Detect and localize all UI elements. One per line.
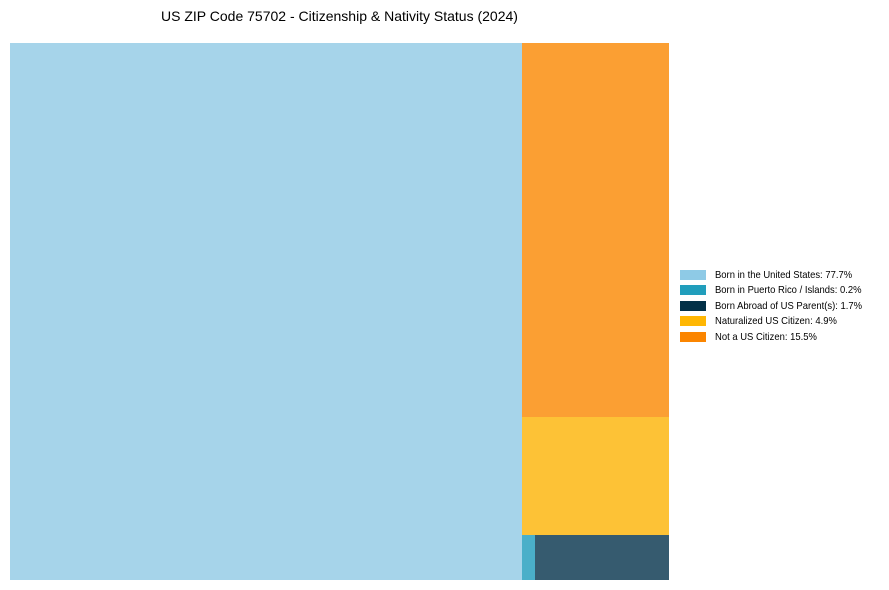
tile-born-puerto-rico xyxy=(522,535,535,580)
legend-label: Born in the United States: 77.7% xyxy=(715,268,853,281)
chart-legend: Born in the United States: 77.7% Born in… xyxy=(680,267,878,345)
legend-item-naturalized: Naturalized US Citizen: 4.9% xyxy=(680,314,878,330)
treemap-plot-area xyxy=(10,43,669,580)
chart-title: US ZIP Code 75702 - Citizenship & Nativi… xyxy=(161,8,518,24)
legend-label: Born Abroad of US Parent(s): 1.7% xyxy=(715,299,863,312)
tile-born-in-us xyxy=(10,43,522,580)
legend-item-born-abroad-us-parents: Born Abroad of US Parent(s): 1.7% xyxy=(680,298,878,314)
legend-swatch xyxy=(680,285,706,296)
legend-item-born-puerto-rico: Born in Puerto Rico / Islands: 0.2% xyxy=(680,283,878,299)
legend-label: Naturalized US Citizen: 4.9% xyxy=(715,315,837,328)
legend-swatch xyxy=(680,300,706,311)
legend-item-not-us-citizen: Not a US Citizen: 15.5% xyxy=(680,329,878,345)
tile-born-abroad-us-parents xyxy=(535,535,669,580)
legend-swatch xyxy=(680,331,706,342)
tile-naturalized xyxy=(522,417,669,535)
legend-label: Born in Puerto Rico / Islands: 0.2% xyxy=(715,284,862,297)
tile-not-us-citizen xyxy=(522,43,669,417)
legend-swatch xyxy=(680,316,706,327)
legend-label: Not a US Citizen: 15.5% xyxy=(715,330,817,343)
legend-swatch xyxy=(680,269,706,280)
legend-item-born-in-us: Born in the United States: 77.7% xyxy=(680,267,878,283)
